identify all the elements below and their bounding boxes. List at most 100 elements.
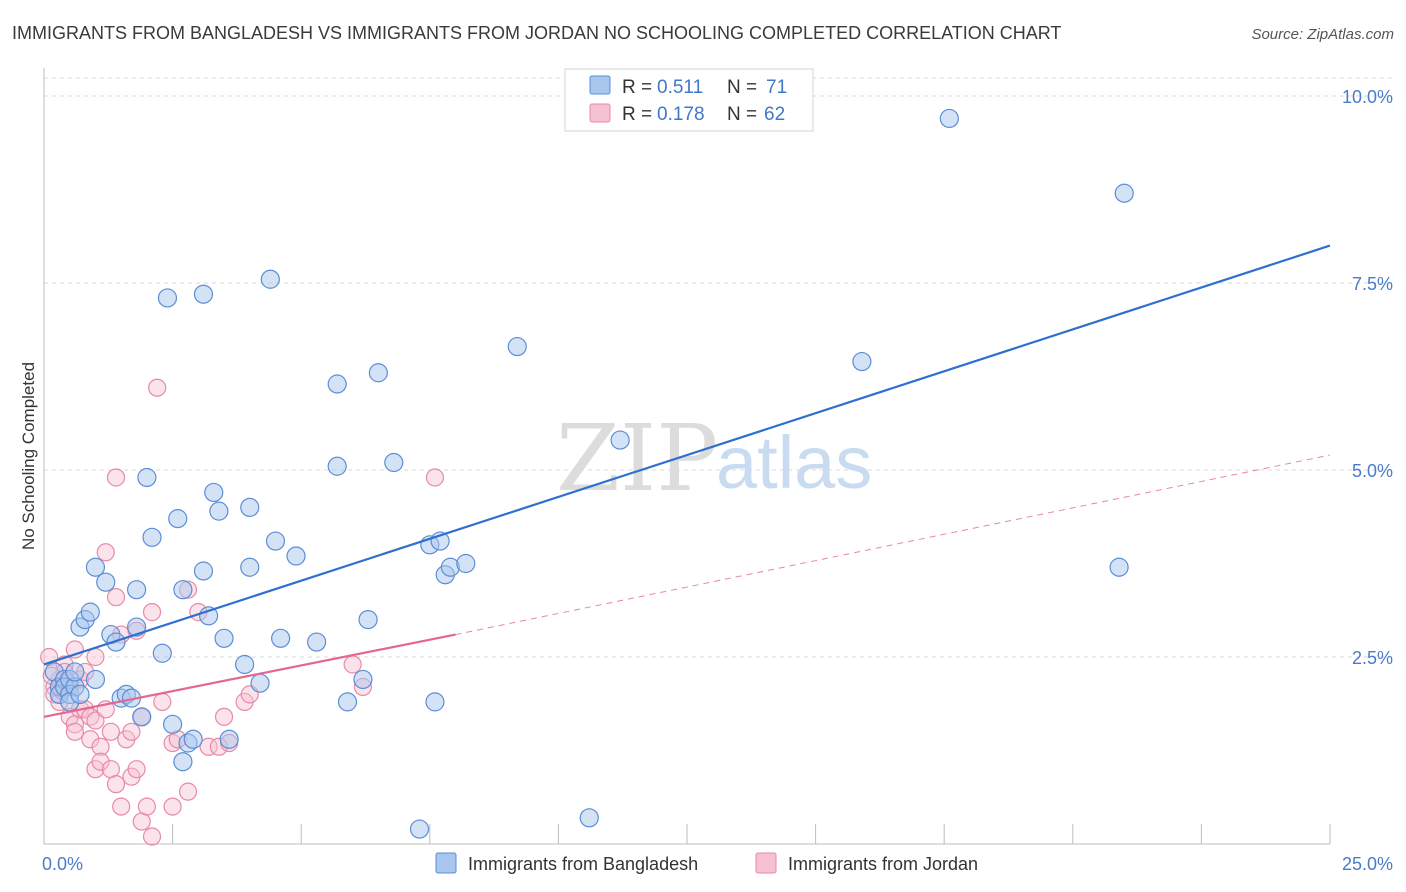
jordan-point bbox=[91, 737, 110, 756]
jordan-trendline bbox=[43, 633, 456, 718]
jordan-point bbox=[178, 782, 198, 801]
watermark: ZIP atlas bbox=[556, 405, 872, 512]
series-legend-swatch-jordan bbox=[755, 852, 777, 874]
jordan-point bbox=[343, 655, 362, 674]
bangladesh-point bbox=[142, 527, 162, 547]
legend-r-value-2: 0.178 bbox=[657, 104, 705, 125]
bangladesh-point bbox=[96, 572, 116, 592]
jordan-point bbox=[127, 760, 146, 779]
bangladesh-point bbox=[126, 580, 147, 600]
bangladesh-point bbox=[168, 509, 188, 529]
bangladesh-point bbox=[271, 628, 291, 648]
jordan-point bbox=[106, 588, 126, 607]
y-tick-labels: 2.5% 5.0% 7.5% 10.0% bbox=[1342, 87, 1393, 668]
y-tick-label-2: 7.5% bbox=[1352, 274, 1393, 294]
bangladesh-trendline bbox=[43, 244, 1331, 666]
jordan-point bbox=[122, 722, 141, 741]
bangladesh-point bbox=[358, 609, 378, 630]
trendlines bbox=[43, 244, 1331, 718]
bangladesh-point bbox=[163, 714, 183, 734]
series-legend-label-bangladesh: Immigrants from Bangladesh bbox=[468, 854, 698, 874]
jordan-point bbox=[112, 797, 131, 816]
axes bbox=[43, 68, 1331, 845]
legend-n-label-1: N = bbox=[727, 77, 757, 98]
jordan-points bbox=[40, 378, 445, 846]
bangladesh-point bbox=[250, 673, 270, 693]
y-tick-label-3: 10.0% bbox=[1342, 87, 1393, 107]
bangladesh-point bbox=[327, 456, 347, 476]
bangladesh-points bbox=[44, 108, 1134, 839]
bangladesh-point bbox=[209, 501, 229, 521]
bangladesh-point bbox=[260, 269, 280, 289]
y-axis-label: No Schooling Completed bbox=[19, 362, 38, 550]
legend-n-value-1: 71 bbox=[766, 77, 787, 98]
legend-n-label-2: N = bbox=[727, 104, 757, 125]
bangladesh-point bbox=[85, 669, 106, 690]
bangladesh-point bbox=[610, 430, 630, 450]
bangladesh-point bbox=[507, 336, 527, 357]
bangladesh-point bbox=[193, 561, 214, 581]
bangladesh-point bbox=[852, 351, 872, 372]
x-tick-labels: 0.0% 25.0% bbox=[42, 854, 1393, 874]
jordan-point bbox=[86, 711, 105, 730]
legend-r-label-2: R = bbox=[622, 104, 652, 125]
jordan-point bbox=[425, 468, 445, 487]
jordan-point bbox=[101, 722, 120, 741]
bangladesh-point bbox=[240, 497, 260, 517]
jordan-point bbox=[142, 827, 162, 846]
bangladesh-point bbox=[240, 557, 260, 577]
bangladesh-point bbox=[939, 108, 959, 129]
bangladesh-point bbox=[80, 602, 100, 622]
bangladesh-point bbox=[327, 374, 347, 394]
bangladesh-point bbox=[173, 580, 193, 600]
chart-title: IMMIGRANTS FROM BANGLADESH VS IMMIGRANTS… bbox=[12, 23, 1061, 43]
bangladesh-point bbox=[337, 692, 358, 712]
bangladesh-point bbox=[286, 546, 306, 566]
bangladesh-point bbox=[173, 752, 193, 772]
bangladesh-point bbox=[137, 467, 157, 488]
bangladesh-point bbox=[126, 617, 147, 637]
jordan-point bbox=[65, 722, 84, 741]
legend-n-value-2: 62 bbox=[764, 104, 785, 125]
series-legend: Immigrants from Bangladesh Immigrants fr… bbox=[435, 852, 978, 874]
jordan-point bbox=[163, 797, 182, 816]
watermark-zip: ZIP bbox=[556, 405, 718, 512]
bangladesh-point bbox=[235, 654, 255, 675]
bangladesh-point bbox=[425, 692, 445, 712]
jordan-point bbox=[86, 647, 105, 667]
jordan-point bbox=[106, 775, 126, 794]
jordan-point bbox=[96, 543, 115, 562]
bangladesh-point bbox=[204, 482, 224, 503]
jordan-point bbox=[148, 378, 167, 397]
jordan-point bbox=[91, 752, 110, 771]
bangladesh-point bbox=[384, 452, 404, 473]
jordan-point bbox=[214, 707, 234, 726]
watermark-atlas: atlas bbox=[716, 421, 872, 504]
bangladesh-point bbox=[219, 729, 239, 749]
jordan-point bbox=[199, 737, 218, 756]
series-legend-label-jordan: Immigrants from Jordan bbox=[788, 854, 978, 874]
bangladesh-point bbox=[1114, 183, 1134, 203]
bangladesh-point bbox=[70, 684, 90, 705]
y-tick-label-0: 2.5% bbox=[1352, 648, 1393, 668]
bangladesh-point bbox=[214, 628, 234, 648]
y-tick-label-1: 5.0% bbox=[1352, 461, 1393, 481]
bangladesh-point bbox=[1109, 557, 1129, 577]
jordan-point bbox=[142, 603, 162, 622]
bangladesh-point bbox=[307, 632, 327, 652]
legend-swatch-bangladesh bbox=[589, 75, 611, 95]
jordan-point bbox=[153, 692, 172, 711]
legend-swatch-jordan bbox=[589, 103, 611, 123]
jordan-point bbox=[106, 468, 126, 487]
bangladesh-point bbox=[65, 662, 85, 682]
jordan-trendline-extension bbox=[455, 454, 1331, 636]
x-tick-label-1: 25.0% bbox=[1342, 854, 1393, 874]
series-legend-swatch-bangladesh bbox=[435, 852, 457, 874]
jordan-point bbox=[81, 730, 100, 749]
bangladesh-point bbox=[579, 808, 599, 828]
bangladesh-point bbox=[456, 553, 476, 574]
bangladesh-point bbox=[183, 729, 203, 749]
chart-source: Source: ZipAtlas.com bbox=[1251, 26, 1394, 43]
bangladesh-point bbox=[157, 288, 178, 308]
